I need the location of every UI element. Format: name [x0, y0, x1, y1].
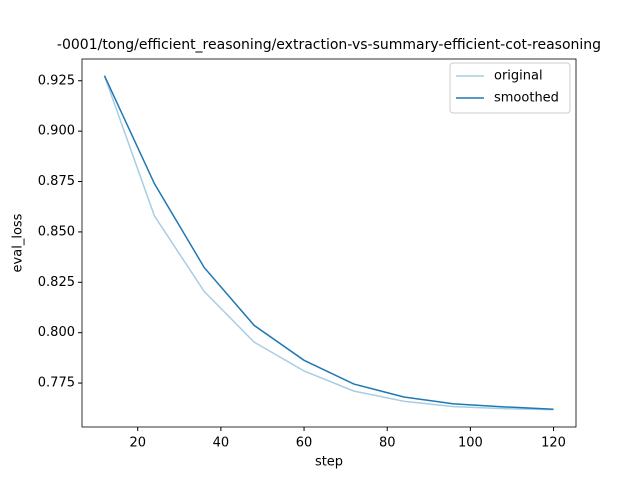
- chart-title: -0001/tong/efficient_reasoning/extractio…: [57, 37, 601, 53]
- series-line: [103, 75, 554, 411]
- y-tick-label: 0.775: [38, 376, 75, 391]
- y-axis-label: eval_loss: [11, 213, 26, 272]
- x-tick-label: 60: [296, 436, 313, 451]
- y-tick-label: 0.800: [38, 325, 75, 340]
- x-axis-label: step: [315, 455, 343, 470]
- x-tick-label: 100: [458, 436, 483, 451]
- x-tick-label: 120: [541, 436, 566, 451]
- x-tick-label: 40: [213, 436, 230, 451]
- y-tick-label: 0.900: [38, 124, 75, 139]
- axes-frame: [81, 58, 577, 428]
- x-tick-label: 20: [129, 436, 146, 451]
- legend-label: smoothed: [494, 91, 559, 106]
- y-tick-label: 0.925: [38, 73, 75, 88]
- x-tick-label: 80: [379, 436, 396, 451]
- series-line: [103, 75, 554, 411]
- legend-label: original: [494, 69, 543, 84]
- y-tick-label: 0.825: [38, 275, 75, 290]
- y-tick-label: 0.850: [38, 224, 75, 239]
- y-tick-label: 0.875: [38, 174, 75, 189]
